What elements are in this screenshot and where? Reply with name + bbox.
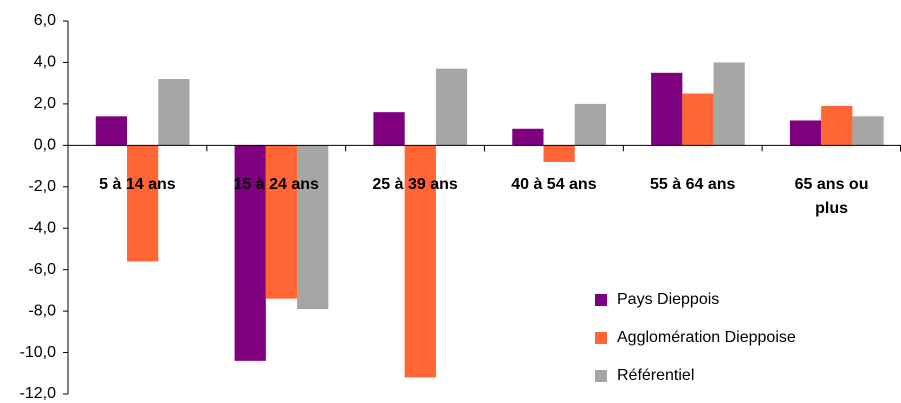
bar (574, 103, 606, 146)
bar (297, 145, 329, 310)
bar (127, 145, 159, 262)
y-tick-label: 4,0 (34, 54, 56, 71)
y-tick-label: -2,0 (28, 178, 56, 195)
x-tick-label: 40 à 54 ans (511, 176, 597, 194)
bar (234, 145, 266, 361)
x-tick-label: 65 ans ou plus (794, 176, 869, 218)
bar (512, 128, 544, 146)
bar (435, 68, 468, 146)
x-tick-label: 55 à 64 ans (650, 176, 736, 194)
y-tick-label: -4,0 (28, 219, 56, 236)
bar (713, 62, 745, 146)
bar (852, 116, 884, 146)
y-tick-label: -10,0 (20, 344, 57, 361)
bar (373, 112, 405, 146)
legend-label: Agglomération Dieppoise (617, 329, 796, 346)
bar (404, 145, 436, 378)
y-tick-label: 0,0 (34, 137, 56, 154)
legend-label: Pays Dieppois (617, 291, 719, 308)
legend-swatch (595, 294, 607, 306)
y-tick-label: 6,0 (34, 12, 56, 29)
x-tick-label: 15 à 24 ans (233, 176, 319, 194)
legend-swatch (595, 332, 607, 344)
y-tick-label: -12,0 (20, 385, 57, 402)
legend-swatch (595, 370, 607, 382)
bar (265, 145, 298, 299)
bar (95, 116, 128, 146)
x-tick-label: 5 à 14 ans (99, 176, 176, 194)
legend-label: Référentiel (617, 367, 694, 384)
bar (158, 79, 190, 146)
bar (651, 72, 683, 146)
y-tick-label: 2,0 (34, 95, 56, 112)
bar (682, 93, 714, 146)
y-tick-label: -8,0 (28, 302, 56, 319)
bar (821, 105, 853, 146)
bar (543, 145, 575, 162)
x-tick-label: 25 à 39 ans (372, 176, 458, 194)
y-tick-label: -6,0 (28, 261, 56, 278)
bar (789, 120, 822, 146)
